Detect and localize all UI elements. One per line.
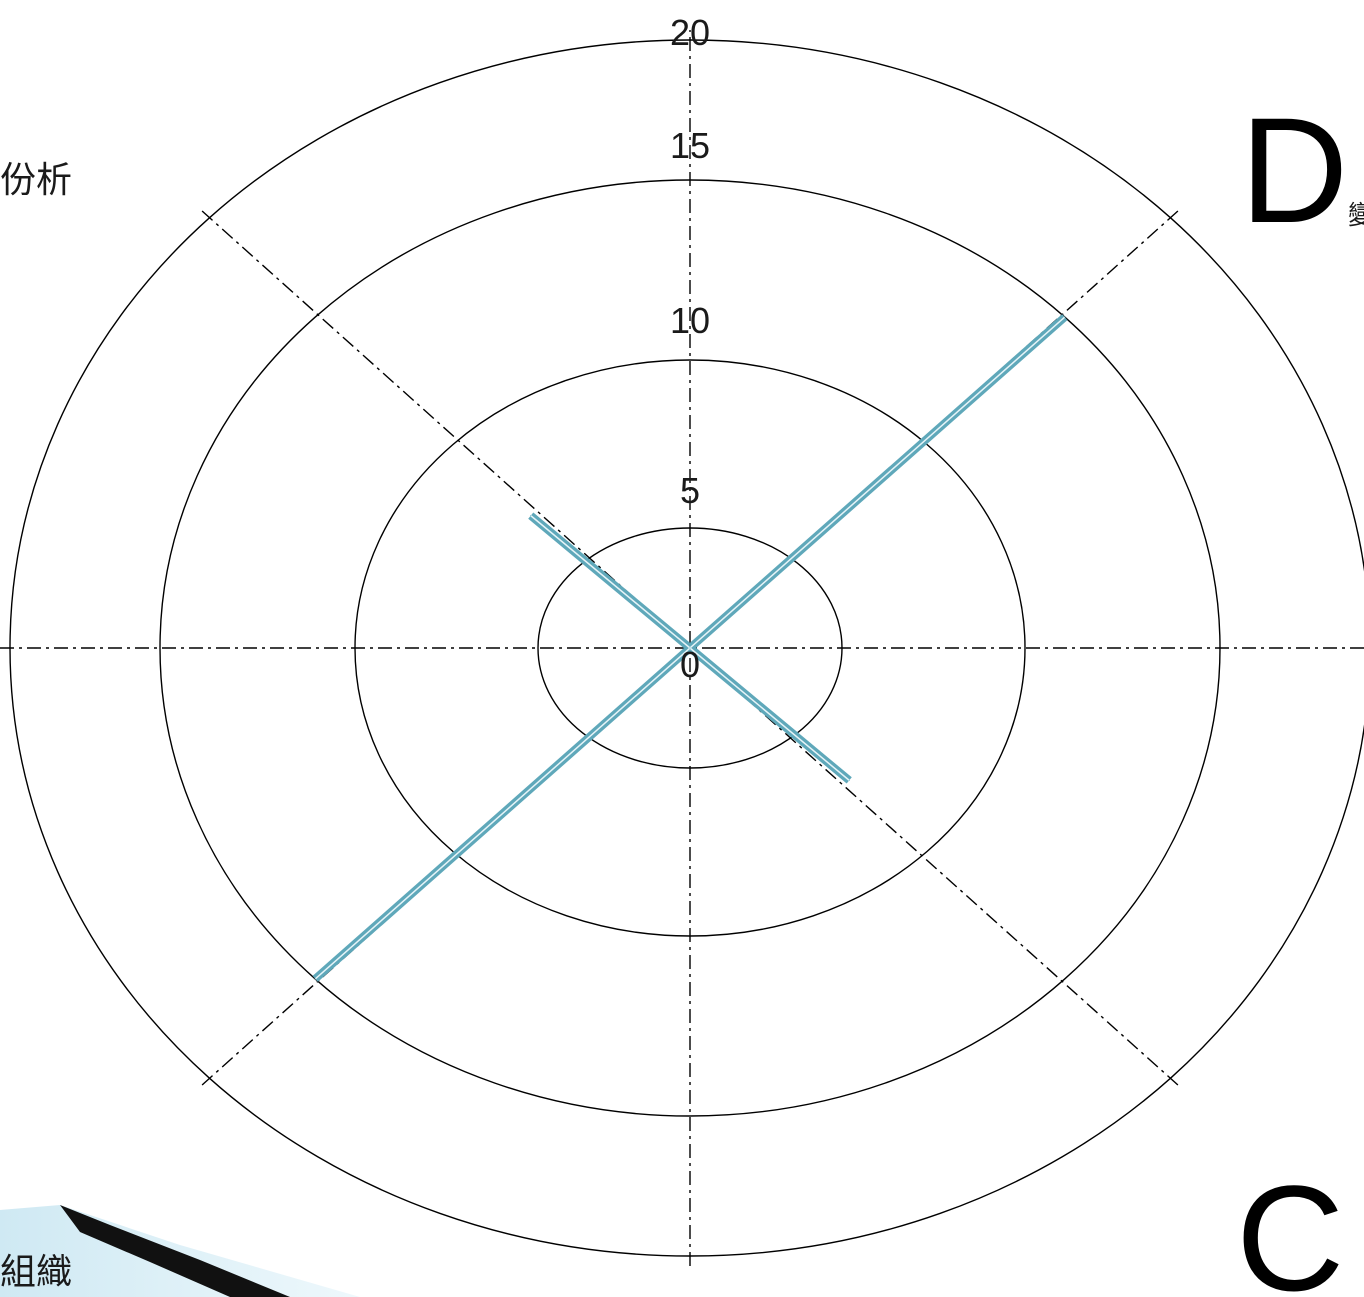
radial-tick-label-15: 15	[670, 125, 710, 166]
data-point-3	[848, 779, 850, 781]
data-point-5	[314, 978, 316, 980]
left-top-label: 份析	[0, 160, 72, 201]
left-bottom-label: 組織	[0, 1252, 72, 1293]
data-point-1	[1064, 316, 1066, 318]
radial-tick-label-20: 20	[670, 12, 710, 53]
radial-tick-label-0: 0	[680, 644, 700, 685]
data-series	[312, 314, 1068, 982]
data-point-7	[530, 515, 532, 517]
right-top-letter: D	[1240, 86, 1348, 254]
radial-tick-label-5: 5	[680, 470, 700, 511]
radial-tick-label-10: 10	[670, 300, 710, 341]
data-point-6	[689, 647, 691, 649]
right-bottom-letter: C	[1236, 1154, 1344, 1297]
right-top-small-label: 變	[1348, 201, 1364, 231]
decorative-ribbon	[0, 1205, 360, 1297]
radial-tick-labels: 0 5 10 15 20	[670, 12, 710, 685]
